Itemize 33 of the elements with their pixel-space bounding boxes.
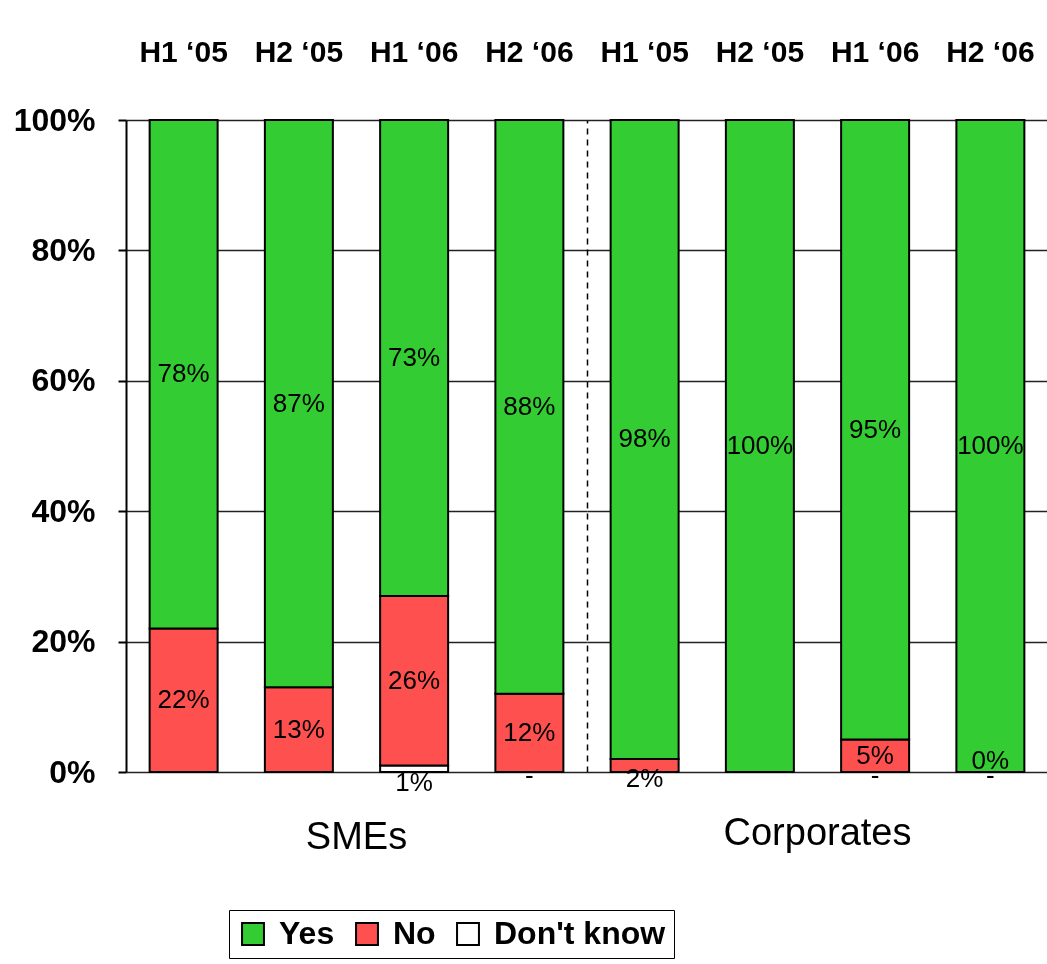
- data-label: 73%: [388, 341, 441, 372]
- x-axis-title: SMEs: [305, 814, 408, 857]
- y-tick-label: 100%: [13, 101, 96, 138]
- x-tick-label: H2 ‘06: [485, 34, 574, 68]
- data-label: 1%: [395, 766, 433, 797]
- y-tick-label: 80%: [31, 231, 96, 268]
- y-tick-label: 20%: [31, 623, 96, 660]
- x-tick-label: H2 ‘05: [254, 34, 344, 68]
- data-label: 12%: [503, 716, 556, 747]
- y-tick-label: 0%: [49, 753, 96, 790]
- legend-label: Yes: [279, 915, 335, 951]
- data-label: 13%: [272, 713, 325, 744]
- data-label: 95%: [849, 413, 902, 444]
- x-tick-label: H2 ‘06: [946, 34, 1035, 68]
- y-tick-label: 40%: [31, 492, 96, 529]
- data-label: 87%: [272, 387, 325, 418]
- data-label: 26%: [388, 664, 441, 695]
- legend-label: Don't know: [494, 915, 666, 951]
- x-tick-label: H1 ‘05: [600, 34, 689, 68]
- y-tick-label: 60%: [31, 362, 96, 399]
- x-tick-label: H1 ‘05: [139, 34, 228, 68]
- data-label: 100%: [726, 430, 794, 460]
- data-label: 22%: [157, 684, 210, 715]
- legend-label: No: [393, 915, 436, 951]
- data-label: 98%: [618, 423, 671, 454]
- annotation: -: [525, 760, 534, 790]
- x-axis-title: Corporates: [723, 811, 912, 854]
- x-tick-label: H2 ‘05: [715, 34, 805, 68]
- x-tick-label: H1 ‘06: [830, 34, 920, 68]
- data-label: 100%: [957, 430, 1024, 460]
- data-label: 78%: [157, 358, 210, 389]
- data-label: 88%: [503, 390, 556, 421]
- x-tick-label: H1 ‘06: [369, 34, 459, 68]
